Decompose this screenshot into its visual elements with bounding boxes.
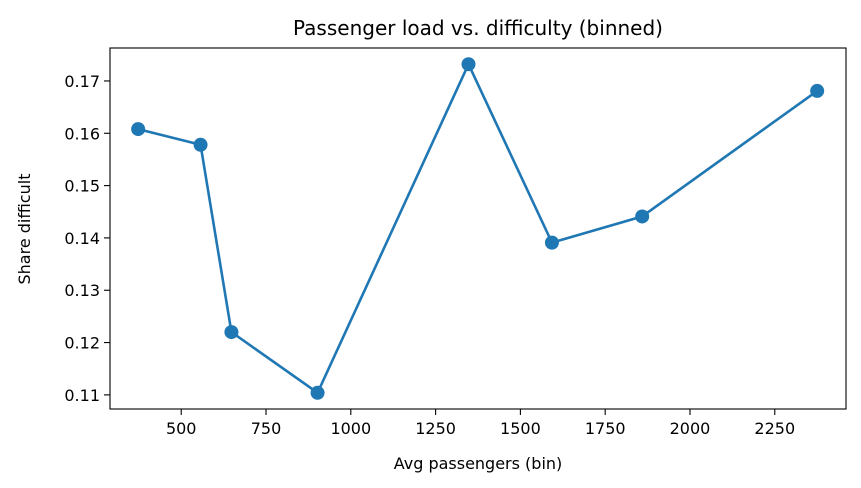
- data-point: [461, 57, 476, 72]
- plot-area: [109, 47, 847, 410]
- y-tick-label: 0.15: [64, 177, 100, 196]
- x-tick-label: 1750: [585, 419, 626, 438]
- data-point: [544, 235, 559, 250]
- x-axis: 500 750 1000 1250 1500 1750 2000 2250: [166, 409, 795, 438]
- x-tick-label: 1500: [500, 419, 541, 438]
- y-tick-label: 0.12: [64, 334, 100, 353]
- data-point: [810, 83, 825, 98]
- y-axis: 0.11 0.12 0.13 0.14 0.15 0.16 0.17: [64, 72, 110, 405]
- series-layer: [131, 57, 825, 400]
- y-tick-label: 0.13: [64, 281, 100, 300]
- data-point: [193, 137, 208, 152]
- y-tick-label: 0.17: [64, 72, 100, 91]
- plot-frame: [109, 47, 847, 410]
- x-tick-label: 2000: [670, 419, 711, 438]
- x-tick-label: 750: [251, 419, 282, 438]
- data-point: [310, 385, 325, 400]
- data-point: [131, 122, 146, 137]
- y-tick-label: 0.16: [64, 124, 100, 143]
- chart-title: Passenger load vs. difficulty (binned): [293, 16, 663, 40]
- series-line: [137, 62, 818, 395]
- data-point: [635, 209, 650, 224]
- y-axis-label: Share difficult: [15, 174, 34, 285]
- y-tick-label: 0.14: [64, 229, 100, 248]
- x-tick-label: 1250: [415, 419, 456, 438]
- x-tick-label: 500: [166, 419, 197, 438]
- x-tick-label: 1000: [330, 419, 371, 438]
- x-axis-label: Avg passengers (bin): [394, 454, 563, 473]
- y-tick-label: 0.11: [64, 386, 100, 405]
- data-point: [224, 325, 239, 340]
- x-tick-label: 2250: [754, 419, 795, 438]
